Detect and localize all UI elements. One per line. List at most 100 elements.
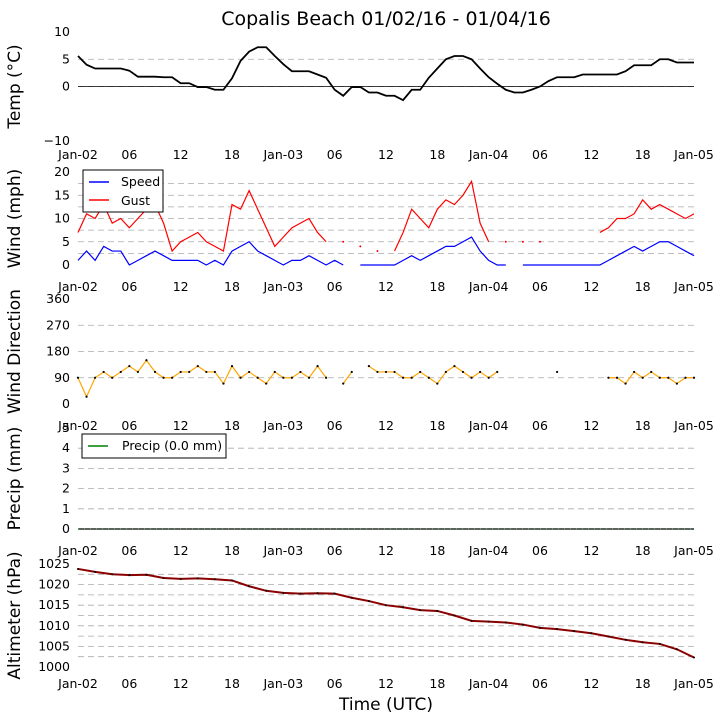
x-tick-label: Jan-04 [468,676,509,691]
direction-point [615,376,619,379]
x-tick-label: Jan-05 [673,543,714,558]
x-tick-label: 18 [429,418,445,433]
direction-point [230,364,234,368]
direction-point [196,364,199,368]
x-tick-label: 18 [635,418,651,433]
direction-point [325,376,328,379]
direction-point [239,376,242,379]
y-tick-label: 1025 [38,556,70,571]
y-tick-label: 1000 [38,659,70,674]
y-tick-label: 1020 [38,577,70,592]
direction-point [299,370,302,374]
gust-line-point [521,240,524,243]
wind-speed-panel: 20 15 10 5 0 Jan-02 06 12 18 Jan-03 06 12 18 Jan-04 06… [5,164,714,294]
altimeter-point [94,570,97,573]
x-tick-label: 18 [429,676,445,691]
x-tick-label: 18 [635,279,651,294]
y-tick-label: 90 [54,370,70,385]
x-tick-label: 18 [224,279,240,294]
direction-point [650,370,653,374]
altimeter-panel: 1025 1020 1015 1010 1005 1000 Jan-02 06 12 18 Jan-… [5,551,714,691]
direction-point [658,376,661,379]
x-tick-label: 12 [378,676,394,691]
direction-point [342,382,345,385]
speed-line [522,241,695,266]
legend-gust-label: Gust [121,193,150,208]
direction-point [350,370,353,374]
x-tick-label: 12 [583,147,599,162]
direction-point [248,370,251,374]
x-tick-label: 12 [378,147,394,162]
direction-point [436,382,439,385]
direction-point [684,376,687,379]
direction-point [410,376,413,379]
y-tick-label: 270 [46,317,70,332]
x-tick-label: 12 [173,543,189,558]
gust-line-point [342,240,345,243]
direction-point [496,370,499,374]
x-tick-label: Jan-02 [57,418,98,433]
y-tick-label: 0 [62,521,70,536]
x-tick-label: Jan-03 [262,418,303,433]
x-tick-label: 12 [173,418,189,433]
x-tick-label: Jan-03 [262,147,303,162]
x-tick-label: 18 [635,543,651,558]
direction-point [307,376,311,379]
figure-title: Copalis Beach 01/02/16 - 01/04/16 [221,8,551,30]
x-tick-label: 12 [173,147,189,162]
direction-point [128,364,131,368]
direction-point [256,376,259,379]
precipitation-panel: 5 4 3 2 1 0 Jan-02 06 12 18 Jan-03 06 12 18 Jan-04 06 12… [5,420,714,558]
x-tick-label: 12 [378,543,394,558]
x-tick-label: 12 [583,418,599,433]
altimeter-point [504,621,507,624]
altimeter-point [453,614,456,617]
x-tick-label: 18 [635,147,651,162]
x-tick-label: Jan-04 [468,147,509,162]
direction-point [282,376,285,379]
direction-point [470,376,473,379]
x-tick-label: 18 [429,279,445,294]
x-tick-label: 12 [173,279,189,294]
y-tick-label: 360 [46,291,70,306]
direction-point [556,370,559,374]
altimeter-point [299,592,302,595]
gust-line [394,179,490,252]
altimeter-point [675,648,678,651]
direction-point [453,364,456,368]
x-tick-label: 12 [173,676,189,691]
altimeter-point [487,620,490,623]
direction-point [393,370,396,374]
gust-line-point [539,240,541,243]
x-tick-label: Jan-02 [57,543,98,558]
legend-speed-label: Speed [121,174,160,189]
x-tick-label: Jan-03 [262,676,303,691]
y-axis-label: Wind Direction [5,289,25,414]
y-tick-label: 1015 [38,597,70,612]
altimeter-point [282,591,285,594]
y-tick-label: 0 [62,396,70,411]
x-tick-label: 06 [532,543,548,558]
direction-point [633,370,636,374]
altimeter-point [556,628,559,631]
x-tick-label: 06 [532,676,548,691]
x-tick-label: 12 [583,543,599,558]
y-axis-label: Wind (mph) [5,169,25,269]
direction-line [342,371,353,384]
x-tick-label: 06 [327,279,343,294]
x-tick-label: 18 [635,676,651,691]
x-tick-label: Jan-03 [262,543,303,558]
direction-point [213,370,216,374]
x-tick-label: Jan-05 [673,676,714,691]
direction-point [487,376,490,379]
altimeter-point [470,619,473,622]
x-tick-label: Jan-02 [57,147,98,162]
x-tick-label: Jan-02 [57,279,98,294]
altimeter-line [77,567,695,659]
y-tick-label: 0 [62,79,70,94]
altimeter-point [316,592,319,595]
altimeter-point [624,638,627,641]
x-tick-label: Jan-03 [262,279,303,294]
gust-line-point [359,245,362,248]
